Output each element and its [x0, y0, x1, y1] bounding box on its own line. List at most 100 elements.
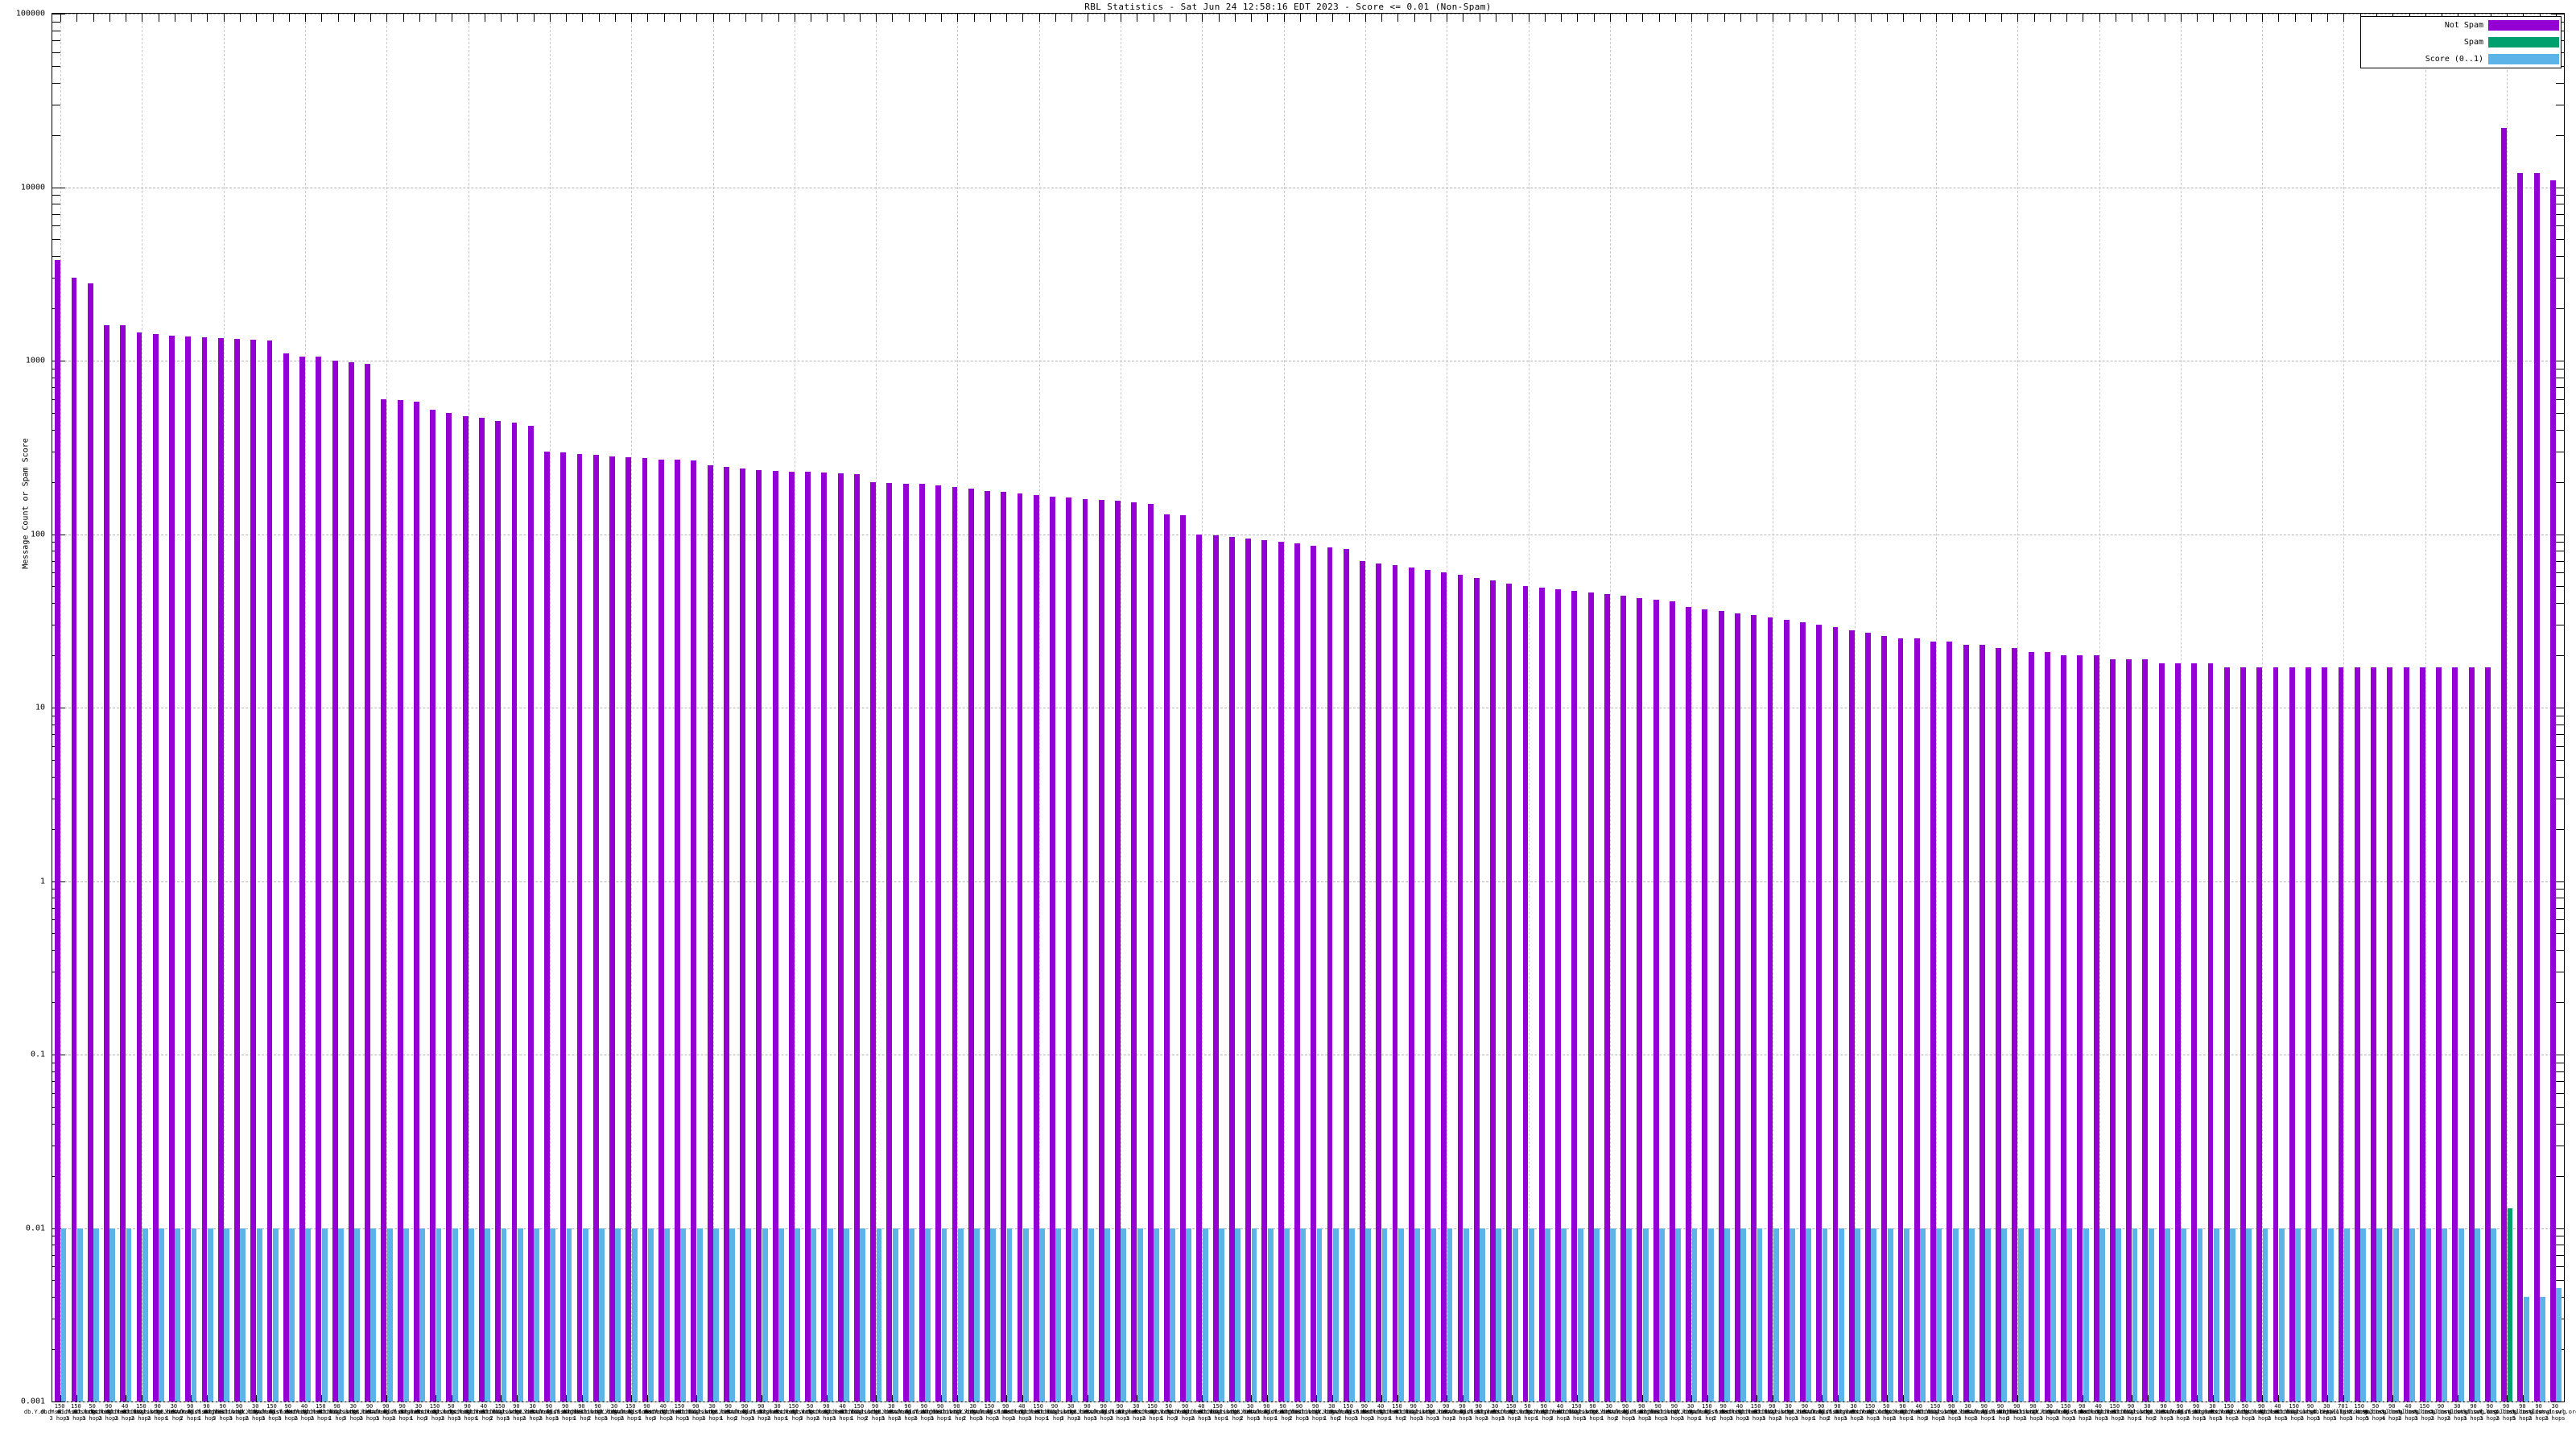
x-axis-tick — [1348, 13, 1350, 22]
x-axis-label: 150 db.Y.0.dnswl.list.org 3 hops — [1475, 1403, 1547, 1422]
bar-not-spam — [478, 417, 485, 1402]
bar-score — [1691, 1228, 1698, 1402]
bar-score — [1300, 1228, 1307, 1402]
x-axis-label: 90 db.Y.0.dnswl.list.net 2 hops — [708, 1403, 781, 1422]
x-axis-label: 30 db.Y.2.sorbs.list.org 1 hop — [2112, 1403, 2183, 1422]
y-axis-label: 1000 — [25, 356, 45, 365]
x-axis-label: 150 db.Y.3.dnswl.list.org 2 hops — [285, 1403, 357, 1422]
chart-title: RBL Statistics - Sat Jun 24 12:58:16 EDT… — [1084, 2, 1492, 12]
bar-score — [2376, 1228, 2383, 1402]
bar-score — [1186, 1228, 1192, 1402]
x-axis-tick — [1218, 13, 1220, 22]
bar-score — [2165, 1228, 2170, 1402]
x-axis-label: 30 db.list.Y.dnswl.list.net 2 hops — [932, 1403, 1014, 1422]
bar-score — [1707, 1228, 1714, 1402]
x-axis-tick — [1071, 13, 1073, 22]
x-axis-label: 30 db.list.3.dnswl.list.org 1 hop — [1568, 1403, 1650, 1422]
bar-score — [2181, 1228, 2187, 1402]
bar-not-spam — [902, 483, 909, 1402]
bar-score — [1740, 1228, 1747, 1402]
bar-not-spam — [2109, 658, 2116, 1402]
x-axis-label: 30 db.list.Y.dnswl.list.net 3 hops — [2008, 1403, 2091, 1422]
bar-not-spam — [658, 459, 664, 1402]
x-axis-label: 150 db.Y.0.dnswl.list.org 3 hops — [236, 1403, 308, 1422]
x-axis-tick — [256, 13, 258, 22]
bar-not-spam — [1425, 570, 1430, 1402]
bar-not-spam — [2158, 663, 2165, 1402]
x-axis-label: 40 3.list.dnswl.org 2 hops — [2380, 1403, 2436, 1422]
x-axis-label: 40 db.Y.0.dnswl.list.org 1 hop — [1883, 1403, 1955, 1422]
bar-score — [1447, 1228, 1453, 1402]
bar-score — [1022, 1228, 1029, 1402]
x-axis-tick — [402, 13, 404, 22]
x-axis-tick — [1936, 13, 1937, 22]
bar-not-spam — [266, 341, 273, 1402]
bar-not-spam — [2452, 667, 2458, 1402]
x-axis-tick — [1724, 13, 1725, 22]
bar-score — [142, 1228, 148, 1402]
bar-not-spam — [397, 400, 403, 1402]
x-axis-label: 40 db.Y.0.dnswl.list.org 3 hops — [807, 1403, 878, 1422]
bar-score — [1545, 1228, 1551, 1402]
bar-not-spam — [2077, 655, 2083, 1402]
bar-not-spam — [1767, 617, 1773, 1402]
x-axis-tick — [2033, 13, 2035, 22]
y-axis-title: Message Count or Spam Score — [21, 438, 31, 569]
x-axis-label: 150 db.Y.3.dnswl.list.org 3 hops — [1002, 1403, 1074, 1422]
bar-score — [990, 1228, 997, 1402]
bar-not-spam — [185, 336, 192, 1402]
bar-not-spam — [1082, 498, 1088, 1402]
bar-not-spam — [1180, 515, 1187, 1402]
x-axis-label: 90 db.Y.0.dnswl.list.org 2 hops — [1802, 1403, 1873, 1422]
x-axis-label: 90 db.Y.2.sorbs.list.org 3 hops — [481, 1403, 552, 1422]
bar-score — [1071, 1228, 1078, 1402]
bar-score — [1153, 1228, 1159, 1402]
bar-score — [1218, 1228, 1224, 1402]
x-axis-label: 150 db.Y.3.dnswl.list.org 3 hops — [2079, 1403, 2151, 1422]
x-axis-label: 30 db.list.3.dnswl.list.org 3 hops — [850, 1403, 932, 1422]
bar-score — [452, 1228, 458, 1402]
y-axis-minor-tick — [2556, 933, 2565, 935]
x-axis-label: 150 db.Y.0.dnswl.list.org 3 hops — [2193, 1403, 2264, 1422]
y-axis-label: 10 — [35, 703, 45, 712]
x-axis-label: 90 db.Y.0.sorbs.list.net 2 hops — [969, 1403, 1042, 1422]
x-axis-label: 90 db.list.3.dnswl.list.org 2 hops — [328, 1403, 411, 1422]
bar-not-spam — [1587, 592, 1594, 1402]
x-axis-tick — [1234, 13, 1236, 22]
x-axis-label: 150 db.Y.3.dnswl.list.org 1 hop — [1361, 1403, 1433, 1422]
bar-not-spam — [1538, 588, 1545, 1402]
x-axis-tick — [582, 13, 584, 22]
bar-score — [1202, 1228, 1208, 1402]
bar-not-spam — [985, 490, 990, 1402]
bar-not-spam — [1441, 572, 1447, 1402]
bar-score — [2458, 1228, 2464, 1402]
bar-not-spam — [1294, 543, 1300, 1402]
x-axis-tick — [370, 13, 372, 22]
bar-score — [1235, 1228, 1241, 1402]
x-axis-tick — [76, 13, 78, 22]
bar-not-spam — [1832, 627, 1839, 1402]
bar-score — [2116, 1228, 2122, 1402]
bar-score — [419, 1228, 426, 1402]
x-axis-label: 40 db.Y.0.dnswl.list.org 3 hops — [1703, 1403, 1776, 1422]
x-axis-label: 30 db.list.3.dnswl.list.org 1 hop — [133, 1403, 215, 1422]
bar-not-spam — [935, 485, 942, 1402]
x-axis-label: 90 list.dnswl.org 3 hops — [2450, 1403, 2498, 1422]
bar-not-spam — [1669, 601, 1675, 1402]
bar-not-spam — [1702, 609, 1708, 1402]
bar-score — [550, 1228, 556, 1402]
x-axis-tick — [1251, 13, 1253, 22]
bar-score — [2540, 1297, 2545, 1402]
bar-score — [1332, 1228, 1339, 1402]
bar-not-spam — [544, 451, 550, 1402]
bar-not-spam — [104, 325, 109, 1402]
x-axis-tick — [2099, 13, 2100, 22]
x-axis-label: 90 db.Y.0.sorbs.list.net 3 hops — [2046, 1403, 2118, 1422]
x-axis-label: 50 db.Y.0.sorbs.list.net 2 hops — [1492, 1403, 1563, 1422]
x-axis-label: 150 0.list.dnswl.org 3 hops — [2397, 1403, 2452, 1422]
x-axis-label: 30 list.dnswl.org 2 hops — [2531, 1403, 2576, 1422]
bar-score — [615, 1228, 621, 1402]
y-axis-minor-tick — [2556, 278, 2565, 279]
x-axis-tick — [2229, 13, 2231, 22]
bar-not-spam — [1783, 620, 1790, 1402]
